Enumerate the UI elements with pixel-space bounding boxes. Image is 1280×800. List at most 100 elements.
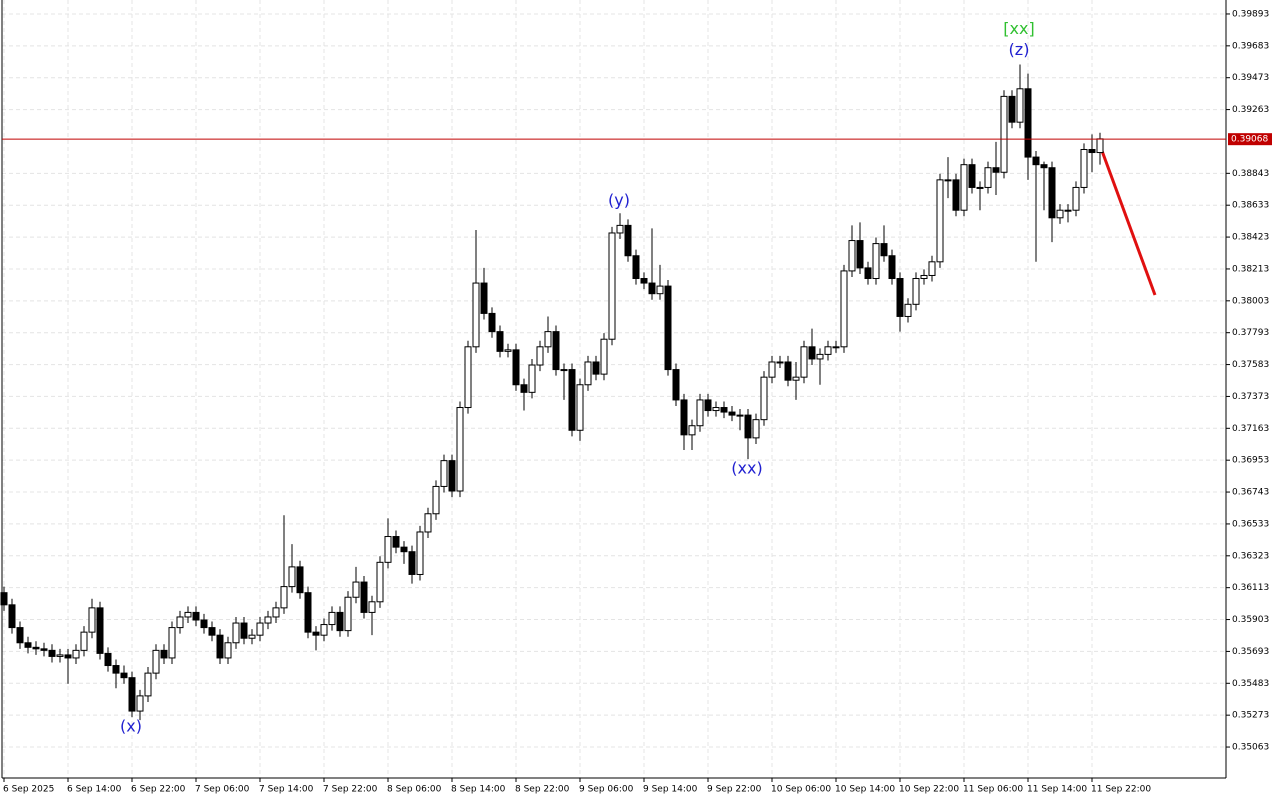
x-tick-label: 9 Sep 22:00 xyxy=(707,785,762,795)
candle-body xyxy=(472,282,480,348)
candle-body xyxy=(112,665,120,674)
candle-body xyxy=(104,652,112,667)
candle-body xyxy=(752,419,760,439)
x-tick-label: 10 Sep 06:00 xyxy=(771,785,831,795)
candle-body xyxy=(296,566,304,594)
candle-body xyxy=(648,282,656,295)
candle-body xyxy=(904,303,912,317)
candle-body xyxy=(632,255,640,280)
candle-body xyxy=(944,179,952,182)
candle-body xyxy=(240,622,248,639)
x-tick-label: 7 Sep 06:00 xyxy=(195,785,250,795)
candle-body xyxy=(560,369,568,372)
candle-body xyxy=(856,240,864,269)
candle-body xyxy=(1008,95,1016,123)
candle-body xyxy=(48,649,56,657)
x-tick-label: 10 Sep 14:00 xyxy=(835,785,895,795)
candle-body xyxy=(1040,164,1048,169)
candle-body xyxy=(832,346,840,349)
candle-body xyxy=(992,167,1000,173)
candle-body xyxy=(1080,148,1088,188)
y-tick-label: 0.37583 xyxy=(1232,360,1269,370)
x-tick-label: 11 Sep 22:00 xyxy=(1091,785,1151,795)
candle-body xyxy=(1088,148,1096,154)
candle-body xyxy=(168,627,176,659)
candle-body xyxy=(1096,138,1104,154)
current-price-label: 0.39068 xyxy=(1231,135,1268,145)
y-tick-label: 0.36743 xyxy=(1232,488,1269,498)
wave-label: (x) xyxy=(120,717,142,736)
candle-body xyxy=(40,648,48,651)
candle-body xyxy=(488,312,496,333)
candle-body xyxy=(952,179,960,211)
candle-body xyxy=(872,243,880,280)
candle-body xyxy=(216,634,224,659)
candle-body xyxy=(64,654,72,659)
candle-body xyxy=(848,240,856,272)
candle-body xyxy=(248,634,256,639)
candle-body xyxy=(672,369,680,401)
candle-body xyxy=(376,561,384,603)
wave-label: (z) xyxy=(1009,40,1030,59)
candle-body xyxy=(80,631,88,651)
x-tick-label: 6 Sep 14:00 xyxy=(67,785,122,795)
candle-body xyxy=(200,619,208,629)
candle-body xyxy=(720,407,728,413)
candle-body xyxy=(480,282,488,314)
candle-body xyxy=(1048,167,1056,219)
candle-body xyxy=(8,604,16,629)
wave-label: (xx) xyxy=(731,459,762,478)
x-tick-label: 8 Sep 06:00 xyxy=(387,785,442,795)
candle-body xyxy=(592,361,600,375)
candle-body xyxy=(888,255,896,280)
y-tick-label: 0.37373 xyxy=(1232,392,1269,402)
candle-body xyxy=(384,536,392,563)
candle-body xyxy=(984,167,992,188)
candle-body xyxy=(144,672,152,697)
y-tick-label: 0.36533 xyxy=(1232,519,1269,529)
candle-body xyxy=(152,649,160,674)
candle-body xyxy=(936,179,944,263)
x-tick-label: 11 Sep 14:00 xyxy=(1027,785,1087,795)
x-tick-label: 7 Sep 14:00 xyxy=(259,785,314,795)
x-tick-label: 6 Sep 22:00 xyxy=(131,785,186,795)
y-tick-label: 0.35693 xyxy=(1232,647,1269,657)
candle-body xyxy=(696,399,704,427)
candle-body xyxy=(608,232,616,340)
candle-body xyxy=(792,376,800,381)
y-tick-label: 0.35903 xyxy=(1232,615,1269,625)
candle-body xyxy=(224,642,232,659)
candle-body xyxy=(736,414,744,417)
y-tick-label: 0.38003 xyxy=(1232,296,1269,306)
candle-body xyxy=(840,270,848,348)
candle-body xyxy=(136,695,144,712)
candle-body xyxy=(392,536,400,548)
candle-body xyxy=(336,611,344,632)
candle-body xyxy=(656,285,664,295)
y-tick-label: 0.35483 xyxy=(1232,679,1269,689)
candle-body xyxy=(784,361,792,381)
candle-body xyxy=(440,460,448,487)
x-tick-label: 10 Sep 22:00 xyxy=(899,785,959,795)
y-tick-label: 0.35273 xyxy=(1232,711,1269,721)
candle-body xyxy=(584,361,592,386)
candle-body xyxy=(272,607,280,618)
candle-body xyxy=(688,425,696,436)
candle-body xyxy=(864,267,872,280)
candle-body xyxy=(1032,156,1040,166)
candle-body xyxy=(456,407,464,492)
candle-body xyxy=(192,611,200,621)
candle-body xyxy=(184,611,192,618)
candle-body xyxy=(120,672,128,679)
candle-body xyxy=(640,278,648,284)
candle-body xyxy=(1000,95,1008,173)
candle-body xyxy=(768,361,776,378)
candle-body xyxy=(0,592,8,606)
x-tick-label: 8 Sep 14:00 xyxy=(451,785,506,795)
y-tick-label: 0.37793 xyxy=(1232,328,1269,338)
candle-body xyxy=(912,278,920,305)
candle-body xyxy=(600,338,608,375)
x-tick-label: 11 Sep 06:00 xyxy=(963,785,1023,795)
candle-body xyxy=(968,164,976,188)
